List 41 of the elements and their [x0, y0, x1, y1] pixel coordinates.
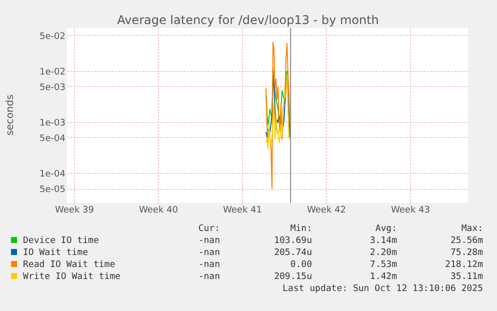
x-tick-label: Week 39	[55, 206, 94, 216]
line-series	[266, 74, 290, 150]
y-axis-title: seconds	[5, 94, 16, 136]
x-tick-label: Week 42	[307, 206, 346, 216]
y-tick-label: 5e-04	[40, 134, 66, 144]
text: 218.12m	[445, 260, 483, 270]
legend-label: Device IO time	[23, 236, 99, 246]
legend-label: Read IO Wait time	[23, 260, 116, 270]
line-series	[266, 42, 290, 190]
text: -nan	[198, 272, 220, 282]
text: -nan	[198, 236, 220, 246]
x-tick-label: Week 43	[391, 206, 430, 216]
chart-title: Average latency for /dev/loop13 - by month	[117, 13, 379, 27]
text: 2.20m	[370, 248, 397, 258]
text: 3.14m	[370, 236, 397, 246]
text: 35.11m	[450, 272, 483, 282]
y-tick-label: 5e-03	[40, 82, 66, 93]
text: -nan	[198, 260, 220, 270]
text: Max:	[461, 224, 483, 234]
text: Avg:	[375, 224, 397, 234]
y-tick-label: 1e-03	[40, 118, 66, 129]
text: Min:	[290, 224, 312, 234]
text: 1.42m	[370, 272, 397, 282]
text: 25.56m	[450, 236, 483, 246]
text: 209.15u	[274, 272, 312, 282]
legend-label: Write IO Wait time	[23, 272, 121, 282]
text: -nan	[198, 248, 220, 258]
text: 0.00	[290, 260, 312, 270]
x-tick-label: Week 40	[139, 206, 178, 216]
y-tick-label: 5e-05	[40, 185, 66, 196]
text: 205.74u	[274, 248, 312, 258]
text: 7.53m	[370, 260, 397, 270]
text: 103.69u	[274, 236, 312, 246]
y-tick-label: 5e-02	[40, 32, 66, 42]
y-tick-label: 1e-02	[40, 68, 66, 78]
x-tick-label: Week 41	[223, 206, 262, 216]
text: 75.28m	[450, 248, 483, 258]
text: Cur:	[198, 224, 220, 234]
text: Last update: Sun Oct 12 13:10:06 2025	[282, 284, 483, 294]
legend-label: IO Wait time	[23, 248, 88, 258]
y-tick-label: 1e-04	[40, 170, 66, 180]
